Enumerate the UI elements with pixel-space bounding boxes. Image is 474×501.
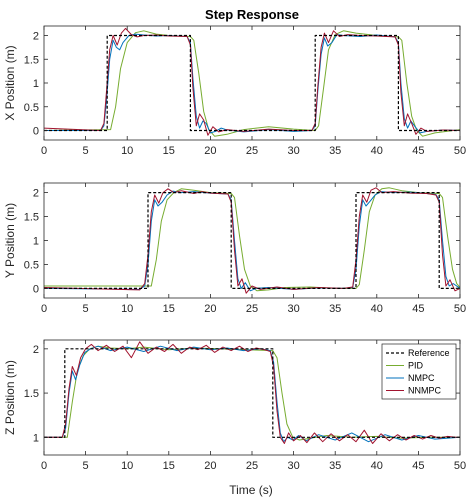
x-axis-label: Time (s): [229, 483, 273, 497]
x-tick-label: 35: [329, 145, 341, 157]
x-tick-label: 50: [454, 303, 466, 315]
subplot-3: 0 5 10 15 20 25 30 35 40 45 50 1 1.5 2 Z Position (m) R…: [3, 339, 466, 472]
x-tick-label: 30: [287, 460, 299, 472]
y-tick-label: 0: [33, 126, 39, 138]
x-tick-label: 35: [329, 460, 341, 472]
y-tick-label: 0: [33, 283, 39, 295]
y-tick-label: 1.5: [24, 54, 39, 66]
y-tick-label: 0.5: [24, 259, 39, 271]
series-line-nnmpc: [44, 27, 460, 136]
y-tick-label: 0.5: [24, 102, 39, 114]
x-tick-label: 25: [246, 303, 258, 315]
x-tick-label: 45: [412, 145, 424, 157]
x-tick-label: 5: [83, 460, 89, 472]
x-tick-label: 10: [121, 145, 133, 157]
x-tick-label: 20: [204, 460, 216, 472]
x-tick-label: 10: [121, 303, 133, 315]
x-tick-label: 30: [287, 145, 299, 157]
series-line-pid: [44, 30, 460, 137]
x-tick-label: 0: [41, 303, 47, 315]
y-tick-label: 2: [33, 31, 39, 43]
x-tick-label: 30: [287, 303, 299, 315]
legend-label-nnmpc: NNMPC: [408, 386, 441, 396]
x-tick-label: 50: [454, 145, 466, 157]
y-axis-label: X Position (m): [3, 45, 17, 120]
y-tick-label: 1: [33, 432, 39, 444]
x-tick-label: 15: [163, 303, 175, 315]
legend: Reference PID NMPC NNMPC: [381, 343, 457, 400]
series-line-reference: [44, 348, 460, 438]
x-tick-label: 15: [163, 145, 175, 157]
subplot-1: 0 5 10 15 20 25 30 35 40 45 50 0 0.5 1 1.5 2 X Position …: [3, 25, 466, 157]
plot-area: [44, 183, 460, 298]
x-tick-label: 45: [412, 303, 424, 315]
y-axis-label: Z Position (m): [3, 360, 17, 435]
x-tick-label: 5: [83, 145, 89, 157]
x-tick-label: 0: [41, 460, 47, 472]
series-line-nnmpc: [44, 341, 460, 444]
chart-title: Step Response: [205, 7, 299, 22]
x-tick-label: 45: [412, 460, 424, 472]
x-tick-label: 35: [329, 303, 341, 315]
y-tick-label: 1: [33, 236, 39, 248]
x-tick-label: 50: [454, 460, 466, 472]
x-tick-label: 40: [371, 460, 383, 472]
x-tick-label: 40: [371, 303, 383, 315]
y-axis-label: Y Position (m): [3, 203, 17, 278]
x-tick-label: 25: [246, 460, 258, 472]
x-tick-label: 20: [204, 303, 216, 315]
legend-label-pid: PID: [408, 361, 424, 371]
plot-area: [44, 26, 460, 140]
series-line-reference: [44, 192, 460, 289]
y-tick-label: 1: [33, 78, 39, 90]
y-tick-label: 2: [33, 344, 39, 356]
x-tick-label: 15: [163, 460, 175, 472]
legend-label-reference: Reference: [408, 348, 450, 358]
x-tick-label: 10: [121, 460, 133, 472]
series-line-reference: [44, 34, 460, 132]
legend-label-nmpc: NMPC: [408, 373, 435, 383]
y-tick-label: 1.5: [24, 388, 39, 400]
y-tick-label: 1.5: [24, 212, 39, 224]
x-tick-label: 5: [83, 303, 89, 315]
subplot-2: 0 5 10 15 20 25 30 35 40 45 50 0 0.5 1 1.5 2 Y Position …: [3, 182, 466, 315]
legend-box: [381, 343, 457, 400]
x-tick-label: 40: [371, 145, 383, 157]
x-tick-label: 0: [41, 145, 47, 157]
x-tick-label: 25: [246, 145, 258, 157]
x-tick-label: 20: [204, 145, 216, 157]
y-tick-label: 2: [33, 188, 39, 200]
